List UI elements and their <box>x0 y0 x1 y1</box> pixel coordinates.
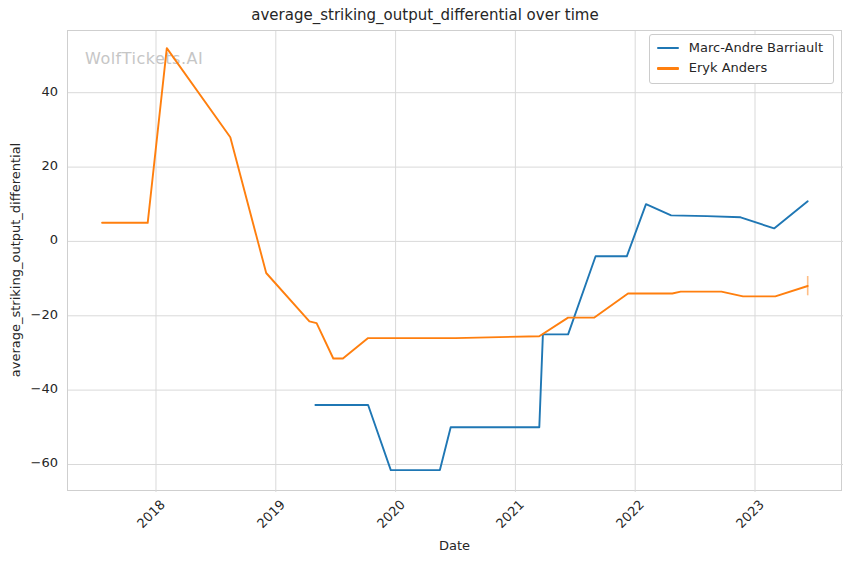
y-tick-label: −20 <box>10 307 58 323</box>
series-line-eryk-anders <box>102 48 808 358</box>
plot-area: WolfTickets.AI Marc-Andre Barriault Eryk… <box>67 30 842 491</box>
x-tick-label: 2019 <box>254 497 288 531</box>
chart-canvas <box>68 31 843 492</box>
y-tick-label: 40 <box>10 84 58 100</box>
legend-label-eryk-anders: Eryk Anders <box>689 61 767 75</box>
x-tick-label: 2022 <box>613 497 647 531</box>
x-tick-label: 2018 <box>134 497 168 531</box>
legend-item-eryk-anders: Eryk Anders <box>657 61 823 75</box>
legend-item-marc-andre-barriault: Marc-Andre Barriault <box>657 41 823 55</box>
x-tick-label: 2021 <box>493 497 527 531</box>
legend-line-sample-blue <box>657 47 679 50</box>
y-axis-label: average_striking_output_differential <box>8 143 23 377</box>
legend-label-marc-andre-barriault: Marc-Andre Barriault <box>689 41 823 55</box>
chart-figure: average_striking_output_differential ove… <box>0 0 850 561</box>
legend-line-sample-orange <box>657 67 679 70</box>
y-tick-label: −40 <box>10 381 58 397</box>
x-tick-label: 2020 <box>374 497 408 531</box>
y-tick-label: 0 <box>10 232 58 248</box>
legend: Marc-Andre Barriault Eryk Anders <box>649 34 834 84</box>
chart-title: average_striking_output_differential ove… <box>0 6 850 24</box>
x-axis-label: Date <box>67 538 842 553</box>
y-tick-label: −60 <box>10 455 58 471</box>
y-tick-label: 20 <box>10 158 58 174</box>
x-tick-label: 2023 <box>733 497 767 531</box>
